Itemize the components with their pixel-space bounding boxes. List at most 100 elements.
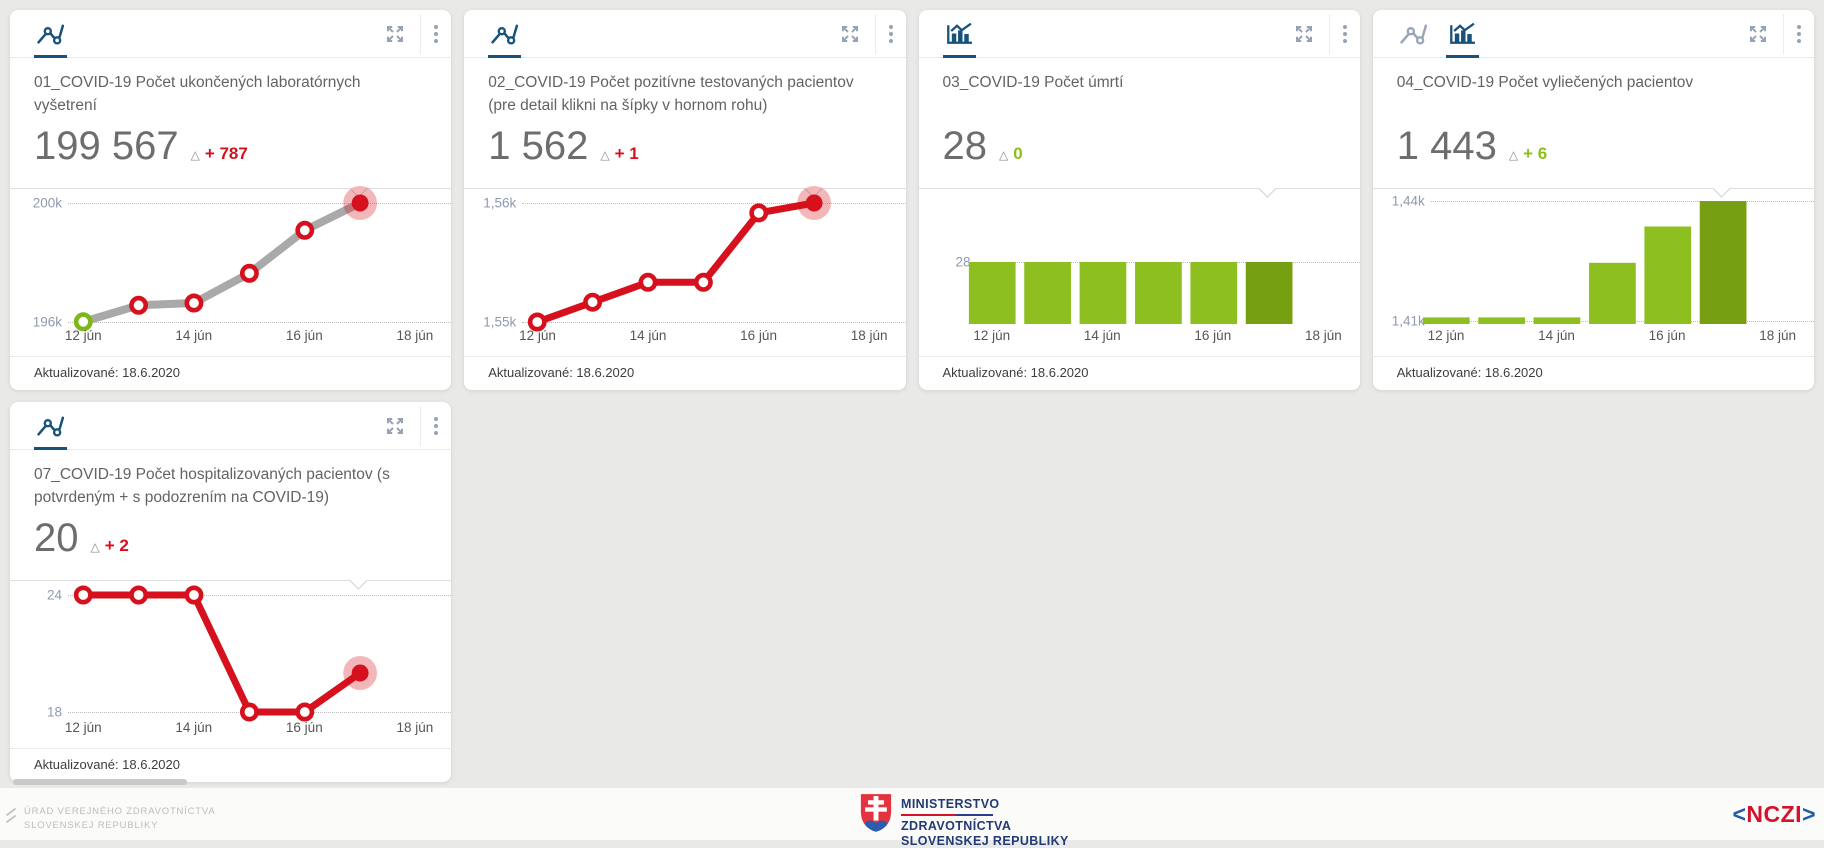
- delta-value: + 6: [1523, 144, 1547, 163]
- kpi-card-c1: 01_COVID-19 Počet ukončených laboratórny…: [10, 10, 451, 390]
- line-chart-canvas[interactable]: [10, 189, 451, 324]
- kpi-value-row: 28 △0: [919, 120, 1360, 169]
- kpi-value-row: 1 562△+ 1: [464, 120, 905, 169]
- more-options-icon[interactable]: [429, 19, 443, 49]
- updated-label: Aktualizované: 18.6.2020: [1373, 356, 1814, 390]
- card-actions: [835, 14, 898, 54]
- bar-chart-canvas[interactable]: [1373, 189, 1814, 324]
- kpi-card-c2: 02_COVID-19 Počet pozitívne testovaných …: [464, 10, 905, 390]
- x-axis-label: 18 jún: [396, 328, 433, 343]
- x-axis-label: 16 jún: [1649, 328, 1686, 343]
- updated-label: Aktualizované: 18.6.2020: [919, 356, 1360, 390]
- x-axis-label: 14 jún: [1084, 328, 1121, 343]
- kpi-delta: △ + 6: [1509, 144, 1547, 164]
- x-axis-label: 14 jún: [175, 328, 212, 343]
- expand-icon[interactable]: [1289, 19, 1319, 49]
- card-title: 01_COVID-19 Počet ukončených laboratórny…: [10, 58, 451, 120]
- x-axis: 12 jún 14 jún 16 jún 18 jún: [464, 326, 905, 350]
- card-actions: [380, 406, 443, 446]
- delta-value: + 2: [105, 536, 129, 555]
- page-footer: ÚRAD VEREJNÉHO ZDRAVOTNÍCTVA SLOVENSKEJ …: [0, 788, 1824, 840]
- column-chart-icon[interactable]: [943, 10, 976, 57]
- card-header: [10, 402, 451, 450]
- x-axis-label: 12 jún: [65, 720, 102, 735]
- kpi-value: 1 562: [488, 124, 588, 169]
- uvz-line1: ÚRAD VEREJNÉHO ZDRAVOTNÍCTVA: [24, 805, 215, 819]
- card-actions: [1289, 14, 1352, 54]
- coat-of-arms-icon: [859, 792, 893, 839]
- ministry-line3: SLOVENSKEJ REPUBLIKY: [901, 834, 1069, 848]
- card-actions: [380, 14, 443, 54]
- x-axis-label: 18 jún: [396, 720, 433, 735]
- delta-triangle-icon: △: [191, 148, 200, 162]
- more-options-icon[interactable]: [1338, 19, 1352, 49]
- kpi-delta: △+ 2: [91, 536, 129, 556]
- more-options-icon[interactable]: [1792, 19, 1806, 49]
- card-header: [919, 10, 1360, 58]
- updated-label: Aktualizované: 18.6.2020: [464, 356, 905, 390]
- kpi-value-row: 199 567△+ 787: [10, 120, 451, 169]
- x-axis-label: 14 jún: [1538, 328, 1575, 343]
- bar-chart-canvas[interactable]: [919, 189, 1360, 324]
- kpi-value: 1 443: [1397, 124, 1497, 169]
- x-axis-label: 12 jún: [519, 328, 556, 343]
- kpi-value: 28: [943, 124, 988, 169]
- card-header: [10, 10, 451, 58]
- card-title: 07_COVID-19 Počet hospitalizovaných paci…: [10, 450, 451, 512]
- visual-type-tabs: [943, 10, 992, 57]
- line-chart-icon[interactable]: [34, 402, 67, 449]
- line-chart-icon[interactable]: [488, 10, 521, 57]
- line-chart-icon[interactable]: [1397, 10, 1430, 57]
- chart-plot: 28: [919, 188, 1360, 323]
- nczi-text: NCZI: [1746, 801, 1802, 827]
- updated-label: Aktualizované: 18.6.2020: [10, 748, 451, 782]
- horizontal-scrollbar-thumb[interactable]: [13, 779, 187, 785]
- expand-icon[interactable]: [380, 19, 410, 49]
- expand-icon[interactable]: [380, 411, 410, 441]
- x-axis-label: 12 jún: [1428, 328, 1465, 343]
- card-header: [464, 10, 905, 58]
- x-axis-label: 16 jún: [286, 720, 323, 735]
- x-axis-label: 18 jún: [851, 328, 888, 343]
- delta-value: 0: [1013, 144, 1022, 163]
- dashboard-grid: 01_COVID-19 Počet ukončených laboratórny…: [0, 0, 1824, 782]
- card-actions: [1743, 14, 1806, 54]
- visual-type-tabs: [34, 402, 83, 449]
- more-options-icon[interactable]: [429, 411, 443, 441]
- line-chart-canvas[interactable]: [464, 189, 905, 324]
- uvz-line2: SLOVENSKEJ REPUBLIKY: [24, 819, 215, 833]
- uvz-icon: [5, 806, 18, 831]
- line-chart-canvas[interactable]: [10, 581, 451, 716]
- delta-triangle-icon: △: [1509, 148, 1518, 162]
- line-chart-icon[interactable]: [34, 10, 67, 57]
- expand-icon[interactable]: [835, 19, 865, 49]
- actions-divider: [1783, 14, 1784, 54]
- ministry-rule: [901, 814, 993, 816]
- expand-icon[interactable]: [1743, 19, 1773, 49]
- updated-label: Aktualizované: 18.6.2020: [10, 356, 451, 390]
- x-axis: 12 jún 14 jún 16 jún 18 jún: [1373, 326, 1814, 350]
- x-axis-label: 16 jún: [740, 328, 777, 343]
- kpi-value: 20: [34, 516, 79, 561]
- kpi-card-c5: 07_COVID-19 Počet hospitalizovaných paci…: [10, 402, 451, 782]
- column-chart-icon[interactable]: [1446, 10, 1479, 57]
- actions-divider: [1329, 14, 1330, 54]
- x-axis-label: 18 jún: [1759, 328, 1796, 343]
- more-options-icon[interactable]: [884, 19, 898, 49]
- kpi-delta: △0: [999, 144, 1023, 164]
- x-axis-label: 16 jún: [286, 328, 323, 343]
- x-axis-label: 14 jún: [630, 328, 667, 343]
- delta-value: + 787: [205, 144, 248, 163]
- card-title: 04_COVID-19 Počet vyliečených pacientov: [1373, 58, 1814, 120]
- x-axis-label: 18 jún: [1305, 328, 1342, 343]
